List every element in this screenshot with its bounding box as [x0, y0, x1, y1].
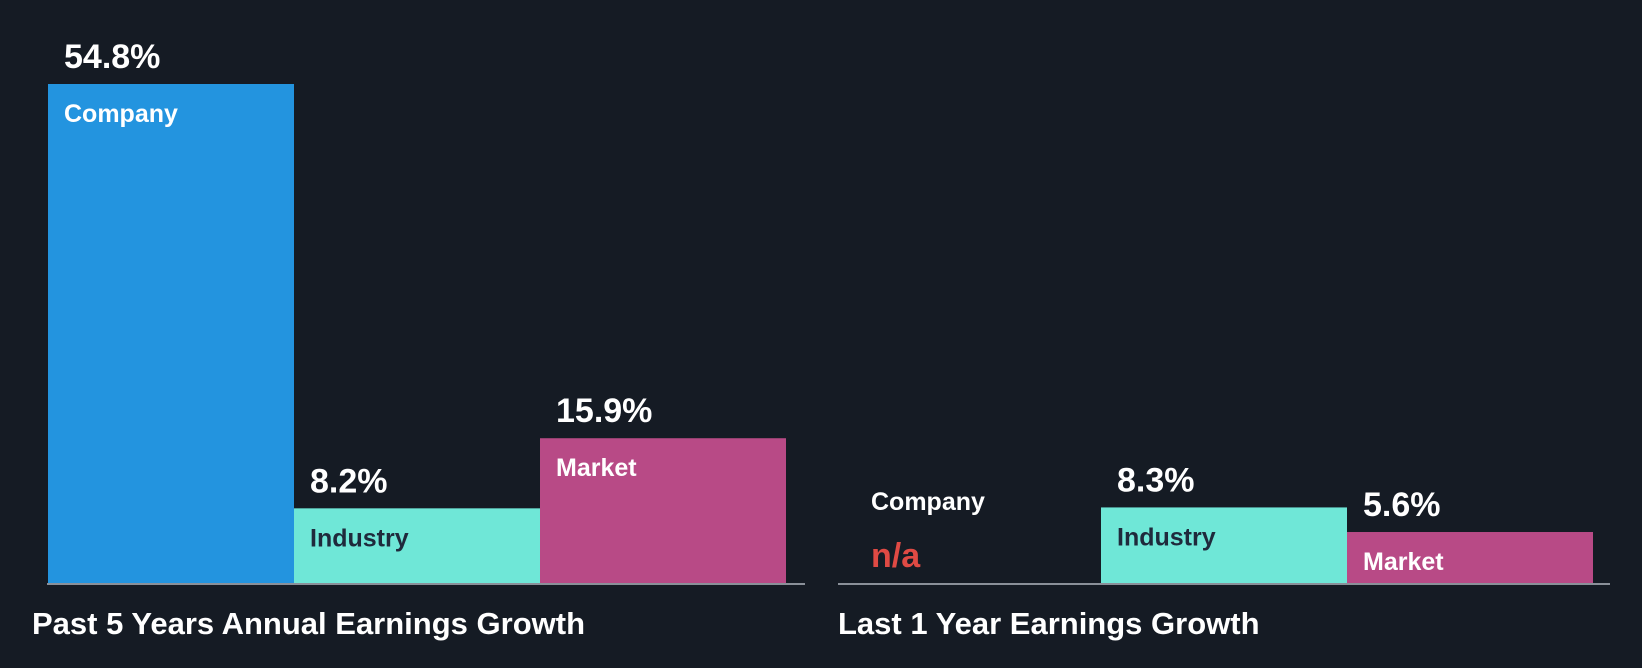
past-5y-industry-value-label: 8.2% [310, 462, 388, 500]
past-5y-market-value-label: 15.9% [556, 392, 652, 430]
chart-title-past-5-years: Past 5 Years Annual Earnings Growth [32, 606, 586, 641]
past-5y-market-category-label: Market [556, 454, 637, 482]
last-1y-industry-bar [1101, 507, 1347, 583]
past-5y-market-bar [540, 438, 786, 583]
last-1y-industry-value-label: 8.3% [1117, 461, 1195, 499]
last-1y-industry-category-label: Industry [1117, 523, 1216, 551]
past-5y-company-value-label: 54.8% [64, 38, 160, 76]
past-5y-company-bar [48, 84, 294, 583]
past-5y-industry-category-label: Industry [310, 524, 409, 552]
past-5y-company-category-label: Company [64, 100, 178, 128]
chart-title-last-1-year: Last 1 Year Earnings Growth [838, 606, 1260, 641]
last-1y-market-bar [1347, 532, 1593, 583]
past-5y-industry-bar [294, 508, 540, 583]
last-1y-market-value-label: 5.6% [1363, 486, 1441, 524]
last-1y-company-category-label: Company [871, 488, 985, 516]
last-1y-market-category-label: Market [1363, 548, 1444, 576]
last-1y-company-value-label: n/a [871, 537, 921, 575]
